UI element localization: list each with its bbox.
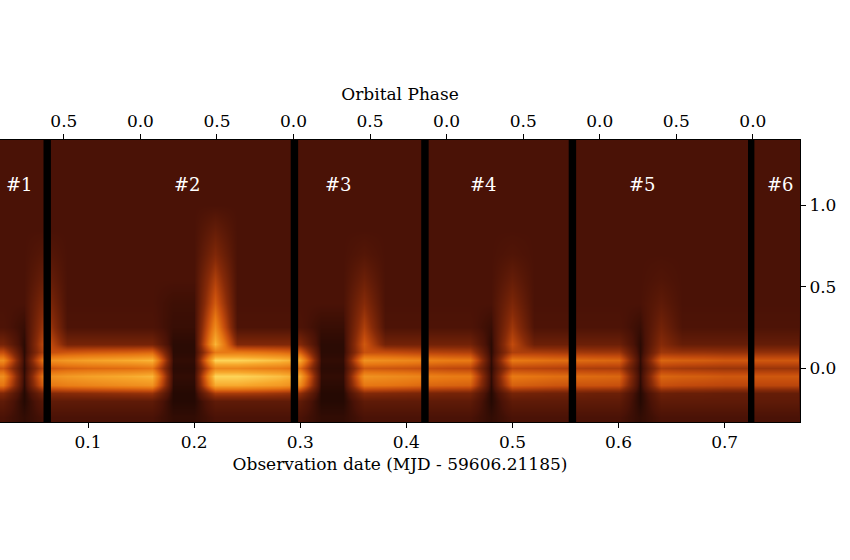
svg-text:0.7: 0.7 [711, 432, 738, 452]
svg-text:0.0: 0.0 [586, 111, 613, 131]
svg-text:0.0: 0.0 [433, 111, 460, 131]
svg-text:0.5: 0.5 [203, 111, 230, 131]
svg-text:0.5: 0.5 [357, 111, 384, 131]
svg-text:#4: #4 [470, 174, 497, 195]
svg-text:#5: #5 [629, 174, 656, 195]
svg-text:0.5: 0.5 [499, 432, 526, 452]
svg-text:0.0: 0.0 [739, 111, 766, 131]
svg-text:#6: #6 [767, 174, 794, 195]
svg-text:0.5: 0.5 [510, 111, 537, 131]
svg-text:0.5: 0.5 [50, 111, 77, 131]
svg-text:0.6: 0.6 [605, 432, 632, 452]
svg-text:0.3: 0.3 [287, 432, 314, 452]
svg-text:#3: #3 [325, 174, 352, 195]
svg-text:0.5: 0.5 [809, 277, 836, 297]
svg-text:#2: #2 [174, 174, 201, 195]
svg-text:0.0: 0.0 [809, 358, 836, 378]
svg-text:0.5: 0.5 [663, 111, 690, 131]
svg-text:Orbital Phase: Orbital Phase [341, 84, 459, 104]
svg-text:Observation date (MJD - 59606.: Observation date (MJD - 59606.21185) [233, 454, 568, 474]
svg-text:0.4: 0.4 [393, 432, 420, 452]
svg-text:#1: #1 [6, 174, 33, 195]
svg-text:0.2: 0.2 [181, 432, 208, 452]
svg-text:0.0: 0.0 [127, 111, 154, 131]
svg-text:0.0: 0.0 [280, 111, 307, 131]
svg-text:1.0: 1.0 [809, 195, 836, 215]
svg-text:0.1: 0.1 [75, 432, 102, 452]
